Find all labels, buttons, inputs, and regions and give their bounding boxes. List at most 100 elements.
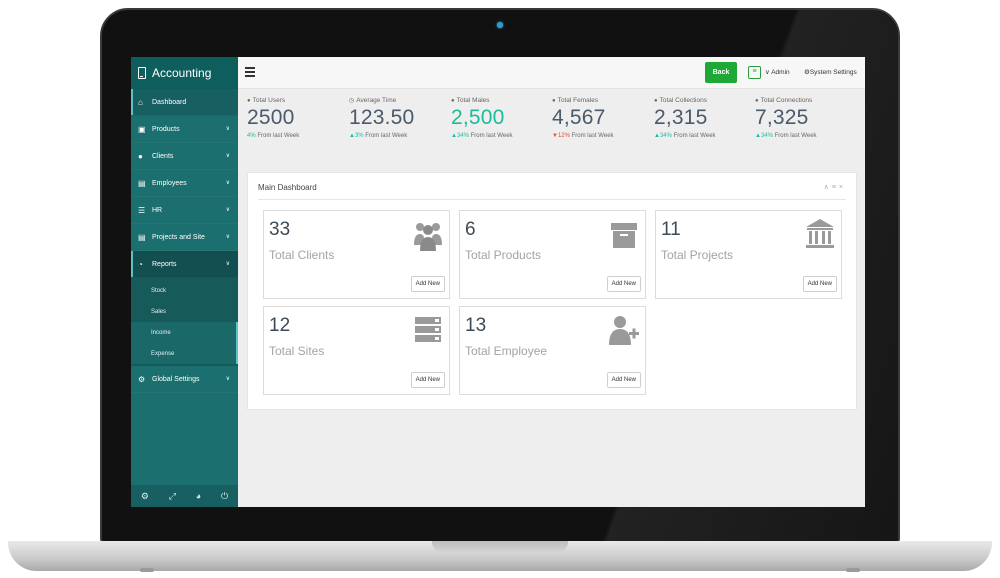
- sidebar-item-label: Global Settings: [152, 375, 200, 383]
- card-label: Total Products: [465, 248, 542, 262]
- stat-change: ▼12% From last Week: [552, 133, 652, 139]
- stat-value: 4,567: [552, 106, 606, 129]
- stat-label: ● Total Collections: [654, 97, 754, 104]
- sidebar-item-clients[interactable]: ● Clients ∨: [131, 143, 238, 170]
- submenu-item-stock[interactable]: Stock: [131, 280, 238, 301]
- sidebar-item-dashboard[interactable]: ⌂ Dashboard: [131, 89, 238, 116]
- back-button[interactable]: Back: [705, 62, 737, 83]
- submenu-item-label: Sales: [151, 308, 167, 315]
- sidebar-footer: ⚙ ⤢ ◕ ⏻: [131, 485, 238, 507]
- user-icon: ●: [654, 98, 658, 104]
- card-value: 13: [465, 315, 487, 336]
- stat-label-text: Total Users: [252, 97, 286, 104]
- user-icon: ●: [247, 98, 251, 104]
- chevron-down-icon: ∨: [225, 376, 230, 382]
- sidebar-item-global-settings[interactable]: ⚙ Global Settings ∨: [131, 366, 238, 393]
- stat-change: ▲34% From last Week: [654, 133, 754, 139]
- stat-total-users: ● Total Users 2500 4% From last Week: [247, 97, 347, 139]
- stat-label: ● Total Females: [552, 97, 652, 104]
- stat-change-percent: 4%: [247, 133, 256, 139]
- chevron-down-icon: ∨: [765, 69, 770, 76]
- menu-toggle-icon[interactable]: [245, 67, 255, 77]
- stat-label-text: Total Connections: [760, 97, 813, 104]
- submenu-item-sales[interactable]: Sales: [131, 301, 238, 322]
- stat-change-suffix: From last Week: [365, 133, 408, 139]
- add-new-button[interactable]: Add New: [606, 372, 641, 388]
- stat-change-percent: 34%: [456, 133, 469, 139]
- laptop-foot: [846, 568, 860, 572]
- stat-change: ▲34% From last Week: [451, 133, 551, 139]
- eye-off-icon[interactable]: ◕: [195, 491, 202, 501]
- sidebar-item-label: HR: [152, 206, 163, 214]
- sidebar-item-products[interactable]: ▣ Products ∨: [131, 116, 238, 143]
- stat-label: ● Total Connections: [755, 97, 855, 104]
- stat-change-percent: 34%: [659, 133, 672, 139]
- stat-value: 123.50: [349, 106, 415, 129]
- power-icon[interactable]: ⏻: [220, 490, 229, 501]
- list-icon: ☰: [138, 205, 146, 215]
- users-group-icon: [414, 223, 442, 251]
- add-new-button[interactable]: Add New: [606, 276, 641, 292]
- sidebar-item-label: Reports: [152, 260, 177, 268]
- arrow-up-icon: ▲: [451, 133, 457, 139]
- system-settings-label: System Settings: [809, 69, 857, 76]
- stat-value: 2,315: [654, 106, 708, 129]
- card-total-products: 6 Total Products Add New: [459, 210, 646, 299]
- truck-icon: ▣: [138, 124, 146, 134]
- stat-label-text: Total Males: [456, 97, 490, 104]
- settings-icon[interactable]: ⚙: [140, 490, 149, 501]
- admin-menu[interactable]: ∨ Admin: [765, 68, 790, 76]
- stat-average-time: ◷ Average Time 123.50 ▲3% From last Week: [349, 97, 449, 139]
- submenu-item-expense[interactable]: Expense: [131, 343, 238, 364]
- stat-change-suffix: From last Week: [673, 133, 716, 139]
- card-total-employee: 13 Total Employee Add New: [459, 306, 646, 395]
- admin-label: Admin: [771, 69, 790, 76]
- stat-change: ▲34% From last Week: [755, 133, 855, 139]
- chevron-down-icon: ∨: [225, 153, 230, 159]
- archive-box-icon: [611, 223, 637, 248]
- stat-label: ● Total Males: [451, 97, 551, 104]
- stat-label-text: Total Females: [557, 97, 599, 104]
- fullscreen-icon[interactable]: ⤢: [168, 490, 176, 501]
- add-new-button[interactable]: Add New: [410, 276, 445, 292]
- add-new-button[interactable]: Add New: [410, 372, 445, 388]
- camera-dot: [497, 22, 503, 28]
- stat-change-suffix: From last Week: [571, 133, 614, 139]
- sidebar-item-reports[interactable]: ◔ Reports ∨: [131, 251, 238, 278]
- chevron-down-icon: ∨: [225, 180, 230, 186]
- card-label: Total Projects: [661, 248, 734, 262]
- close-icon[interactable]: ×: [838, 184, 846, 191]
- sidebar-item-projects-and-site[interactable]: ▤ Projects and Site ∨: [131, 224, 238, 251]
- stat-value: 2500: [247, 106, 295, 129]
- add-new-button[interactable]: Add New: [802, 276, 837, 292]
- panel-title: Main Dashboard: [258, 183, 317, 192]
- stat-label: ● Total Users: [247, 97, 347, 104]
- stat-change-percent: 3%: [354, 133, 364, 139]
- system-settings-link[interactable]: ⚙System Settings: [804, 68, 857, 76]
- stat-change: ▲3% From last Week: [349, 133, 449, 139]
- avatar[interactable]: ≡: [748, 66, 761, 79]
- panel-header: Main Dashboard ∧≡×: [258, 173, 846, 200]
- menu-icon[interactable]: ≡: [831, 184, 839, 191]
- stats-row: ● Total Users 2500 4% From last Week ◷ Ave…: [238, 89, 865, 169]
- pie-chart-icon: ◔: [138, 259, 143, 269]
- stat-change-suffix: From last Week: [257, 133, 300, 139]
- brand[interactable]: Accounting: [131, 57, 238, 89]
- server-icon: [415, 317, 441, 342]
- main-dashboard-panel: Main Dashboard ∧≡× 33 Total Clients Add …: [247, 172, 857, 410]
- card-value: 11: [661, 219, 681, 240]
- arrow-up-icon: ▲: [349, 133, 355, 139]
- sidebar-item-employees[interactable]: ▤ Employees ∨: [131, 170, 238, 197]
- card-label: Total Clients: [269, 248, 335, 262]
- submenu-item-income[interactable]: Income: [131, 322, 238, 343]
- stat-label-text: Total Collections: [659, 97, 707, 104]
- chevron-down-icon: ∨: [225, 207, 230, 213]
- laptop-notch: [432, 541, 568, 552]
- card-value: 33: [269, 219, 291, 240]
- sidebar-item-hr[interactable]: ☰ HR ∨: [131, 197, 238, 224]
- card-value: 12: [269, 315, 291, 336]
- stat-total-females: ● Total Females 4,567 ▼12% From last Week: [552, 97, 652, 139]
- bank-icon: [806, 219, 834, 248]
- collapse-icon[interactable]: ∧: [823, 184, 832, 191]
- panel-tools: ∧≡×: [824, 183, 846, 191]
